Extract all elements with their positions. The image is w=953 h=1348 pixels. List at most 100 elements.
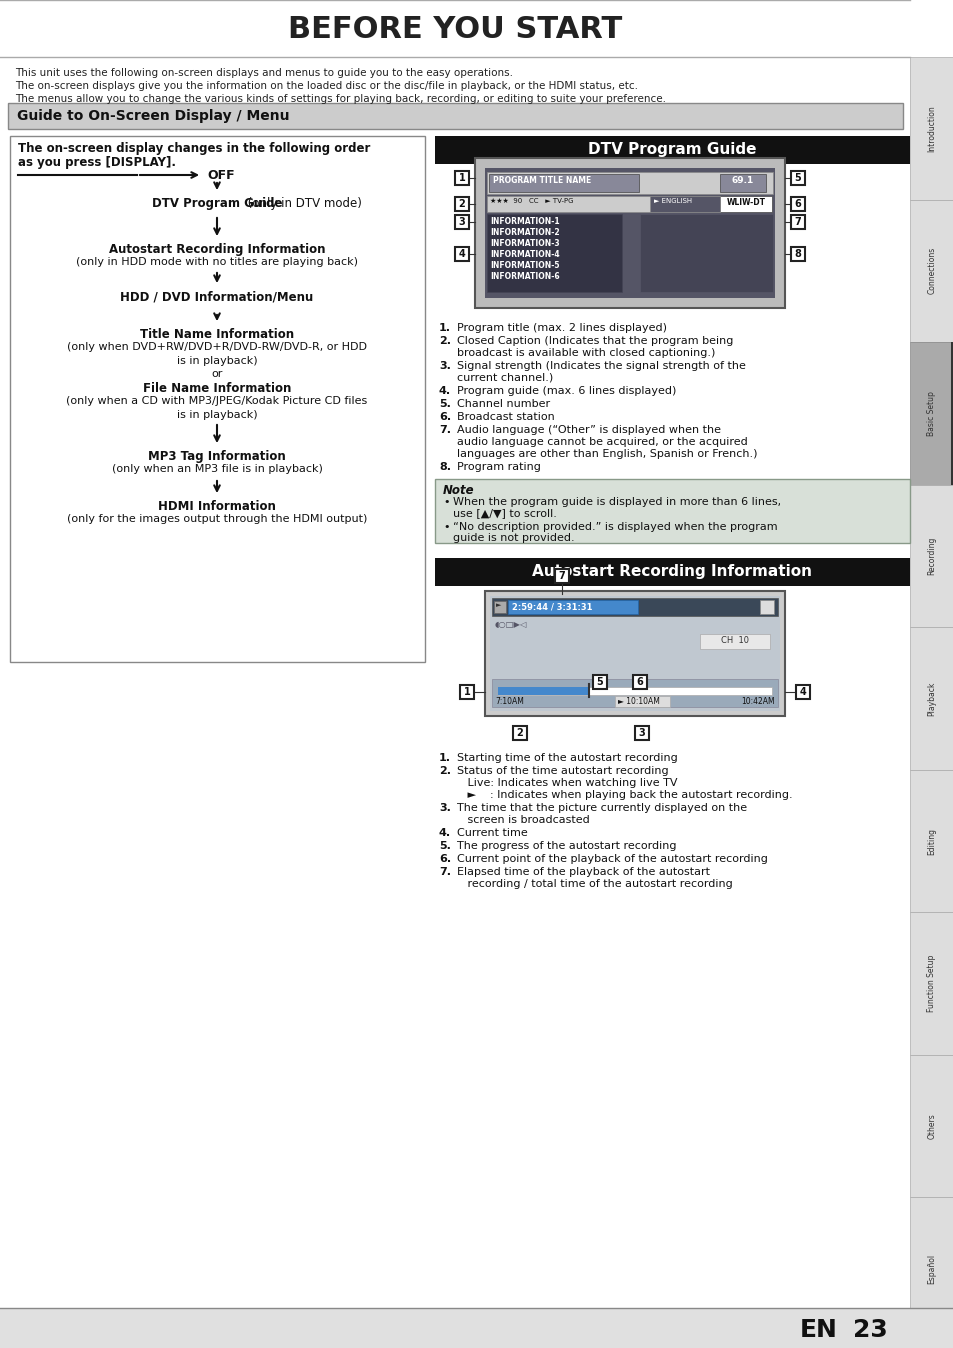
Bar <box>720 174 765 191</box>
Text: (only in HDD mode with no titles are playing back): (only in HDD mode with no titles are pla… <box>76 257 357 267</box>
Text: ►    : Indicates when playing back the autostart recording.: ► : Indicates when playing back the auto… <box>456 790 792 799</box>
Text: Status of the time autostart recording: Status of the time autostart recording <box>456 766 668 776</box>
Text: 2: 2 <box>517 728 523 737</box>
Text: 7:10AM: 7:10AM <box>495 697 523 706</box>
Bar <box>760 600 773 613</box>
Text: •: • <box>442 497 449 507</box>
Bar <box>950 342 953 485</box>
Text: 23: 23 <box>852 1318 887 1343</box>
Text: 3.: 3. <box>438 361 451 371</box>
Text: BEFORE YOU START: BEFORE YOU START <box>288 15 621 44</box>
Text: INFORMATION-6: INFORMATION-6 <box>490 272 559 280</box>
Text: The menus allow you to change the various kinds of settings for playing back, re: The menus allow you to change the variou… <box>15 94 665 104</box>
Bar <box>435 136 909 164</box>
Text: Autostart Recording Information: Autostart Recording Information <box>109 243 325 256</box>
Text: guide is not provided.: guide is not provided. <box>453 532 574 543</box>
Text: Autostart Recording Information: Autostart Recording Information <box>532 563 812 580</box>
Text: 8.: 8. <box>438 462 451 472</box>
Text: 3: 3 <box>458 217 465 226</box>
Text: 1.: 1. <box>438 754 451 763</box>
Bar <box>486 214 621 293</box>
Bar <box>492 599 778 616</box>
Text: recording / total time of the autostart recording: recording / total time of the autostart … <box>456 879 732 888</box>
Text: (only in DTV mode): (only in DTV mode) <box>244 197 361 210</box>
Text: 7.: 7. <box>438 867 451 878</box>
Text: ► 10:10AM: ► 10:10AM <box>618 697 659 706</box>
Bar <box>790 214 804 229</box>
Text: screen is broadcasted: screen is broadcasted <box>456 816 589 825</box>
Text: Broadcast station: Broadcast station <box>456 412 554 422</box>
Text: 2.: 2. <box>438 336 451 346</box>
Bar <box>492 679 778 706</box>
Text: (only when a CD with MP3/JPEG/Kodak Picture CD files: (only when a CD with MP3/JPEG/Kodak Pict… <box>67 396 367 406</box>
Text: The on-screen display changes in the following order: The on-screen display changes in the fol… <box>18 142 370 155</box>
Text: 3.: 3. <box>438 803 451 813</box>
Bar <box>494 601 505 613</box>
Text: 2:59:44 / 3:31:31: 2:59:44 / 3:31:31 <box>512 603 592 611</box>
Text: 69.1: 69.1 <box>731 177 753 185</box>
Bar <box>909 1197 953 1340</box>
Text: (only when DVD+RW/DVD+R/DVD-RW/DVD-R, or HDD: (only when DVD+RW/DVD+R/DVD-RW/DVD-R, or… <box>67 342 367 352</box>
Bar <box>909 627 953 770</box>
Text: CH  10: CH 10 <box>720 636 748 644</box>
Text: 5: 5 <box>794 173 801 183</box>
Text: HDD / DVD Information/Menu: HDD / DVD Information/Menu <box>120 290 314 303</box>
Bar <box>790 197 804 212</box>
Bar <box>909 57 953 200</box>
Bar <box>790 247 804 262</box>
Text: Title Name Information: Title Name Information <box>140 328 294 341</box>
Text: 6.: 6. <box>438 412 451 422</box>
Bar <box>489 174 639 191</box>
Text: This unit uses the following on-screen displays and menus to guide you to the ea: This unit uses the following on-screen d… <box>15 67 513 78</box>
Text: 7: 7 <box>558 572 565 581</box>
Text: current channel.): current channel.) <box>456 373 553 383</box>
Text: WLIW-DT: WLIW-DT <box>726 198 764 208</box>
Text: Live: Indicates when watching live TV: Live: Indicates when watching live TV <box>456 778 677 789</box>
Text: Starting time of the autostart recording: Starting time of the autostart recording <box>456 754 677 763</box>
Text: Function Setup: Function Setup <box>926 954 936 1012</box>
Text: 6.: 6. <box>438 855 451 864</box>
Text: 5.: 5. <box>438 841 451 851</box>
Bar <box>475 158 784 307</box>
Text: Closed Caption (Indicates that the program being: Closed Caption (Indicates that the progr… <box>456 336 733 346</box>
Text: Signal strength (Indicates the signal strength of the: Signal strength (Indicates the signal st… <box>456 361 745 371</box>
Text: 2: 2 <box>458 200 465 209</box>
Bar <box>507 600 638 613</box>
Bar <box>909 200 953 342</box>
Text: audio language cannot be acquired, or the acquired: audio language cannot be acquired, or th… <box>456 437 747 448</box>
Text: or: or <box>212 369 222 379</box>
Text: Connections: Connections <box>926 247 936 294</box>
Text: Editing: Editing <box>926 828 936 855</box>
Bar <box>909 770 953 913</box>
Text: 3: 3 <box>638 728 644 737</box>
Text: languages are other than English, Spanish or French.): languages are other than English, Spanis… <box>456 449 757 460</box>
Bar <box>909 1055 953 1197</box>
Text: 10:42AM: 10:42AM <box>740 697 774 706</box>
Text: Basic Setup: Basic Setup <box>926 391 936 435</box>
Text: 5: 5 <box>596 677 602 687</box>
Text: MP3 Tag Information: MP3 Tag Information <box>148 450 286 462</box>
Text: is in playback): is in playback) <box>176 356 257 367</box>
Bar <box>435 479 909 543</box>
Text: INFORMATION-2: INFORMATION-2 <box>490 228 559 237</box>
Text: INFORMATION-5: INFORMATION-5 <box>490 262 558 270</box>
Text: When the program guide is displayed in more than 6 lines,: When the program guide is displayed in m… <box>453 497 781 507</box>
Text: 4.: 4. <box>438 386 451 396</box>
Bar <box>484 168 774 298</box>
Bar <box>455 247 469 262</box>
Bar <box>700 634 769 648</box>
Text: 4: 4 <box>799 687 805 697</box>
Text: Program rating: Program rating <box>456 462 540 472</box>
Text: 7: 7 <box>794 217 801 226</box>
Text: (only for the images output through the HDMI output): (only for the images output through the … <box>67 514 367 524</box>
Bar <box>555 569 568 582</box>
Bar <box>484 590 784 716</box>
Bar <box>455 214 469 229</box>
Text: ★★★  90   CC   ► TV-PG: ★★★ 90 CC ► TV-PG <box>490 198 573 204</box>
Bar <box>635 727 648 740</box>
Text: Español: Español <box>926 1254 936 1283</box>
Bar <box>490 596 780 710</box>
Text: EN: EN <box>800 1318 837 1343</box>
Bar <box>513 727 526 740</box>
Text: Audio language (“Other” is displayed when the: Audio language (“Other” is displayed whe… <box>456 425 720 435</box>
